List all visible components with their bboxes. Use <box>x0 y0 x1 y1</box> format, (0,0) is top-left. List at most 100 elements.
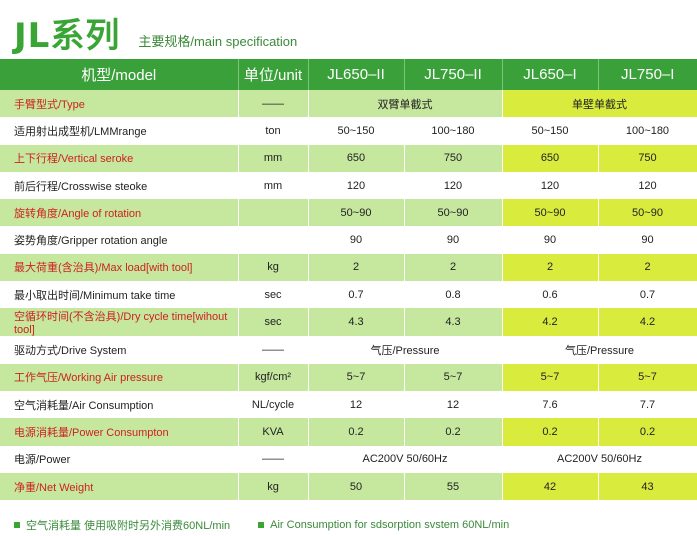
value-cell: 2 <box>502 253 599 282</box>
unit-cell: kg <box>238 472 309 501</box>
value-cell: 90 <box>308 226 405 254</box>
value-cell: 7.6 <box>502 390 599 419</box>
value-cell: 2 <box>404 253 503 282</box>
table-row: 前后行程/Crosswise steoke mm 120 120 120 120 <box>0 171 697 200</box>
value-cell: 750 <box>404 144 503 172</box>
value-cell: 5~7 <box>308 363 405 391</box>
merged-value-cell: AC200V 50/60Hz <box>502 445 697 473</box>
value-cell: 0.8 <box>404 281 503 309</box>
table-row: 净重/Net Weight kg 50 55 42 43 <box>0 472 697 501</box>
value-cell: 4.3 <box>308 308 405 337</box>
column-header-unit: 单位/unit <box>238 59 309 90</box>
value-cell: 50~90 <box>404 199 503 227</box>
value-cell: 4.2 <box>598 308 697 337</box>
row-label: 最大荷重(含治具)/Max load[with tool] <box>0 253 239 282</box>
table-row: 工作气压/Working Air pressure kgf/cm² 5~7 5~7 5~… <box>0 363 697 391</box>
value-cell: 650 <box>502 144 599 172</box>
row-label: 前后行程/Crosswise steoke <box>0 171 239 200</box>
value-cell: 5~7 <box>404 363 503 391</box>
unit-cell: kgf/cm² <box>238 363 309 391</box>
footnote-cn: 空气消耗量 使用吸附时另外消费60NL/min <box>14 517 230 533</box>
merged-value-cell: 双臂单截式 <box>308 90 503 118</box>
value-cell: 120 <box>404 171 503 200</box>
table-row: 上下行程/Vertical seroke mm 650 750 650 750 <box>0 144 697 172</box>
row-label: 上下行程/Vertical seroke <box>0 144 239 172</box>
value-cell: 0.7 <box>308 281 405 309</box>
row-label: 手臂型式/Type <box>0 90 239 118</box>
page-title: JL系列 <box>14 16 121 56</box>
unit-cell: kg <box>238 253 309 282</box>
value-cell: 50~90 <box>598 199 697 227</box>
value-cell: 90 <box>502 226 599 254</box>
merged-value-cell: AC200V 50/60Hz <box>308 445 503 473</box>
unit-cell: sec <box>238 281 309 309</box>
value-cell: 50 <box>308 472 405 501</box>
unit-cell <box>238 226 309 254</box>
merged-value-cell: 气压/Pressure <box>502 336 697 364</box>
table-row: 最小取出时间/Minimum take time sec 0.7 0.8 0.6 0.7 <box>0 281 697 309</box>
merged-value-cell: 单壁单截式 <box>502 90 697 118</box>
value-cell: 90 <box>404 226 503 254</box>
row-label: 驱动方式/Drive System <box>0 336 239 364</box>
value-cell: 12 <box>308 390 405 419</box>
value-cell: 0.2 <box>404 418 503 446</box>
row-label: 净重/Net Weight <box>0 472 239 501</box>
value-cell: 50~90 <box>308 199 405 227</box>
value-cell: 5~7 <box>598 363 697 391</box>
value-cell: 42 <box>502 472 599 501</box>
value-cell: 2 <box>598 253 697 282</box>
table-row: 驱动方式/Drive System —— 气压/Pressure 气压/Pressur… <box>0 336 697 364</box>
value-cell: 120 <box>308 171 405 200</box>
footnote-en: Air Consumption for sdsorption svstem 60… <box>258 517 509 533</box>
table-row: 电源消耗量/Power Consumpton KVA 0.2 0.2 0.2 0.2 <box>0 418 697 446</box>
column-header-jl750-i: JL750–I <box>598 59 697 90</box>
table-row: 空循环时间(不含治具)/Dry cycle time[wihout tool] s… <box>0 308 697 337</box>
value-cell: 0.2 <box>598 418 697 446</box>
value-cell: 650 <box>308 144 405 172</box>
row-label: 电源消耗量/Power Consumpton <box>0 418 239 446</box>
value-cell: 7.7 <box>598 390 697 419</box>
value-cell: 120 <box>502 171 599 200</box>
row-label: 旋转角度/Angle of rotation <box>0 199 239 227</box>
table-row: 最大荷重(含治具)/Max load[with tool] kg 2 2 2 2 <box>0 253 697 282</box>
value-cell: 0.2 <box>502 418 599 446</box>
table-row: 电源/Power —— AC200V 50/60Hz AC200V 50/60Hz <box>0 445 697 473</box>
footnotes: 空气消耗量 使用吸附时另外消费60NL/min Air Consumption … <box>14 517 537 533</box>
value-cell: 0.7 <box>598 281 697 309</box>
unit-cell: —— <box>238 336 309 364</box>
value-cell: 750 <box>598 144 697 172</box>
unit-cell: KVA <box>238 418 309 446</box>
value-cell: 43 <box>598 472 697 501</box>
value-cell: 90 <box>598 226 697 254</box>
table-header-row: 机型/model 单位/unit JL650–II JL750–II JL650… <box>0 59 697 90</box>
value-cell: 50~90 <box>502 199 599 227</box>
row-label: 空循环时间(不含治具)/Dry cycle time[wihout tool] <box>0 308 239 337</box>
value-cell: 120 <box>598 171 697 200</box>
value-cell: 4.3 <box>404 308 503 337</box>
row-label: 适用射出成型机/LMMrange <box>0 117 239 145</box>
unit-cell: —— <box>238 90 309 118</box>
value-cell: 100~180 <box>404 117 503 145</box>
value-cell: 0.6 <box>502 281 599 309</box>
value-cell: 100~180 <box>598 117 697 145</box>
column-header-model: 机型/model <box>0 59 239 90</box>
table-row: 适用射出成型机/LMMrange ton 50~150 100~180 50~150 10… <box>0 117 697 145</box>
column-header-jl650-ii: JL650–II <box>308 59 405 90</box>
unit-cell: ton <box>238 117 309 145</box>
value-cell: 0.2 <box>308 418 405 446</box>
unit-cell <box>238 199 309 227</box>
row-label: 空气消耗量/Air Consumption <box>0 390 239 419</box>
column-header-jl750-ii: JL750–II <box>404 59 503 90</box>
value-cell: 5~7 <box>502 363 599 391</box>
table-row: 手臂型式/Type —— 双臂单截式 单壁单截式 <box>0 90 697 118</box>
unit-cell: —— <box>238 445 309 473</box>
merged-value-cell: 气压/Pressure <box>308 336 503 364</box>
value-cell: 50~150 <box>308 117 405 145</box>
value-cell: 50~150 <box>502 117 599 145</box>
value-cell: 2 <box>308 253 405 282</box>
bullet-square-icon <box>14 522 20 528</box>
unit-cell: sec <box>238 308 309 337</box>
unit-cell: NL/cycle <box>238 390 309 419</box>
page-subtitle: 主要规格/main specification <box>138 34 298 49</box>
table-row: 姿势角度/Gripper rotation angle 90 90 90 90 <box>0 226 697 254</box>
